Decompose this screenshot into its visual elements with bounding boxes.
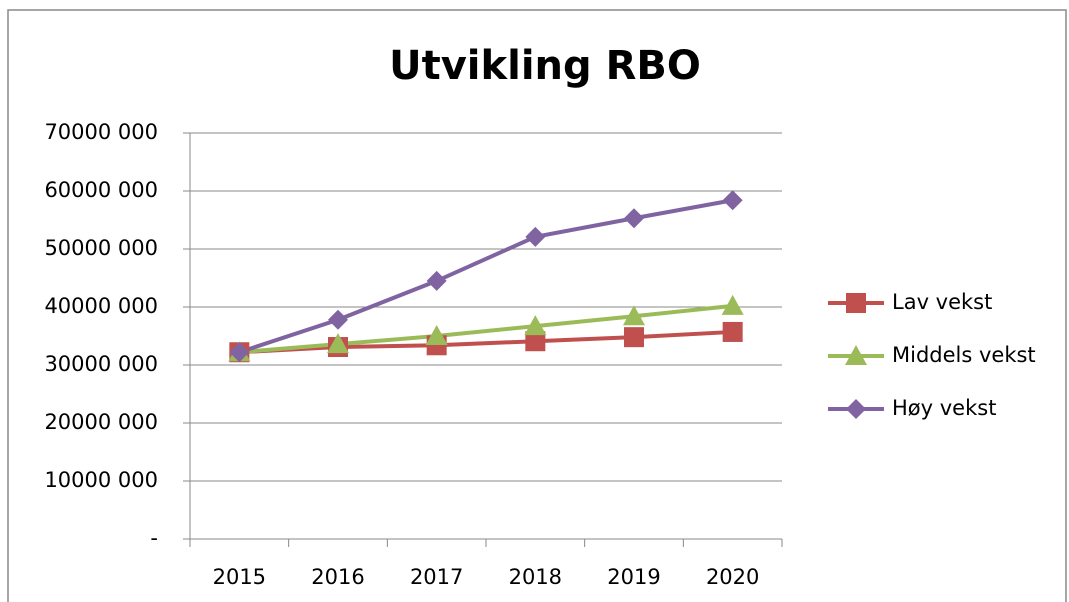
- data-point: [722, 190, 743, 211]
- x-tick-label: 2020: [706, 565, 759, 589]
- x-tick-label: 2015: [213, 565, 266, 589]
- chart-frame: [7, 9, 1067, 602]
- data-point: [721, 294, 744, 315]
- y-tick-label: 60000 000: [44, 178, 158, 202]
- series-line: [238, 198, 734, 355]
- data-point: [328, 309, 348, 330]
- x-tick-label: 2016: [311, 565, 364, 589]
- data-point: [229, 342, 250, 363]
- y-tick-label: 20000 000: [44, 410, 158, 434]
- y-tick-label: 40000 000: [44, 294, 158, 318]
- data-point: [426, 270, 447, 291]
- legend-marker: [846, 399, 866, 419]
- data-point: [624, 208, 644, 229]
- x-tick-label: 2019: [607, 565, 660, 589]
- y-tick-label: 70000 000: [44, 120, 158, 144]
- data-point: [623, 305, 645, 326]
- x-tick-label: 2018: [509, 565, 562, 589]
- legend-label: Lav vekst: [892, 290, 992, 314]
- legend-label: Middels vekst: [892, 343, 1036, 367]
- data-point: [425, 325, 448, 345]
- y-tick-label: -: [150, 526, 158, 550]
- legend-marker: [846, 293, 866, 313]
- series-line: [239, 329, 733, 355]
- data-point: [624, 327, 644, 348]
- data-point: [525, 331, 546, 352]
- legend-marker: [845, 345, 867, 365]
- data-point: [524, 315, 547, 336]
- y-tick-label: 10000 000: [44, 468, 158, 492]
- data-point: [722, 321, 743, 342]
- x-tick-label: 2017: [410, 565, 463, 589]
- series-line: [239, 303, 733, 355]
- data-point: [327, 333, 349, 354]
- y-tick-label: 50000 000: [44, 236, 158, 260]
- y-tick-label: 30000 000: [44, 352, 158, 376]
- legend-label: Høy vekst: [892, 396, 996, 420]
- data-point: [525, 226, 546, 247]
- chart-title: Utvikling RBO: [389, 43, 701, 89]
